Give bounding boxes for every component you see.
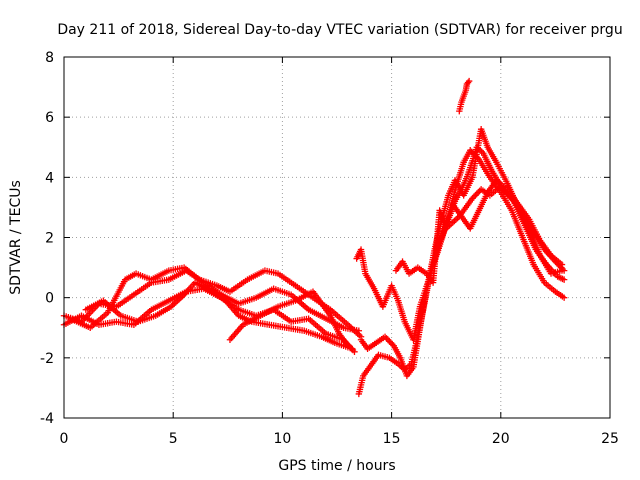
series-track-3	[67, 264, 365, 340]
series-track-9	[392, 183, 568, 286]
data-point	[387, 339, 395, 346]
x-tick-label: 10	[273, 431, 291, 447]
data-marks	[60, 77, 568, 398]
y-axis-label: SDTVAR / TECUs	[8, 180, 24, 295]
x-tick-label: 0	[60, 431, 69, 447]
plot-frame	[63, 56, 611, 419]
y-tick-label: 8	[45, 50, 54, 66]
x-tick-label: 20	[492, 431, 510, 447]
series-track-11	[456, 77, 473, 115]
y-tick-label: 2	[45, 231, 54, 247]
data-point	[386, 338, 393, 345]
data-point	[472, 192, 479, 199]
data-point	[473, 190, 480, 198]
data-point	[560, 294, 568, 301]
data-point	[558, 261, 566, 268]
y-tick-label: 4	[45, 170, 54, 186]
data-point	[560, 276, 568, 283]
series-track-10	[449, 177, 566, 268]
x-tick-label: 5	[169, 431, 178, 447]
axis-ticks: 0 5 10 15 20 25 -4 -2 0 2 4 6 8	[40, 50, 619, 447]
y-tick-label: -4	[40, 411, 54, 427]
data-point	[383, 335, 390, 342]
y-tick-label: -2	[40, 351, 54, 367]
grid-lines	[64, 57, 610, 418]
data-point	[344, 342, 352, 349]
data-point	[558, 264, 565, 271]
chart-title: Day 211 of 2018, Sidereal Day-to-day VTE…	[57, 22, 622, 38]
series-track-4	[82, 279, 356, 353]
series-track-7	[357, 144, 568, 380]
x-tick-label: 25	[601, 431, 619, 447]
y-tick-label: 6	[45, 110, 54, 126]
data-point	[560, 267, 568, 274]
data-point	[464, 79, 472, 86]
x-tick-label: 15	[383, 431, 401, 447]
series-track-5	[226, 288, 352, 349]
y-tick-label: 0	[45, 291, 54, 307]
x-axis-label: GPS time / hours	[278, 458, 395, 474]
data-point	[465, 77, 473, 85]
data-point	[349, 345, 356, 353]
